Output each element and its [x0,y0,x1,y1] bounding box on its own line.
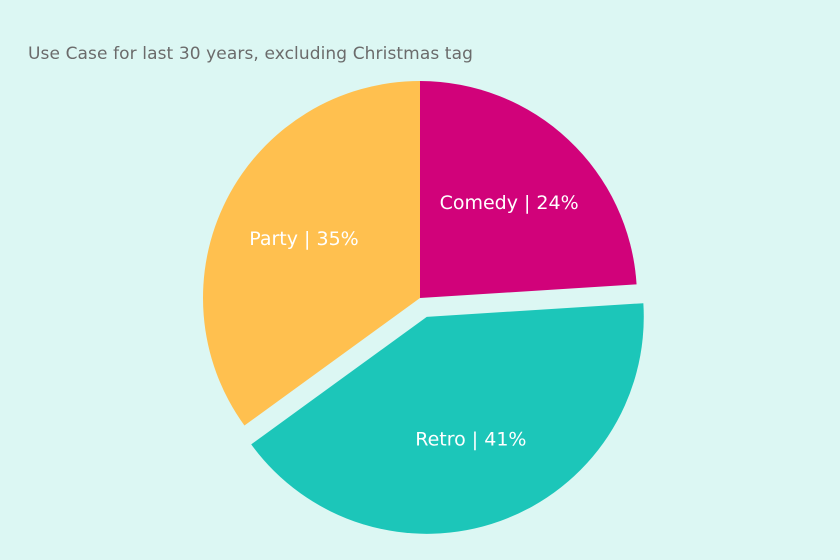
pie-slice-comedy [420,81,637,298]
pie-slice-party [203,81,420,426]
chart-title: Use Case for last 30 years, excluding Ch… [28,44,473,64]
slice-label-retro: Retro | 41% [415,428,526,450]
pie-slice-retro [251,303,644,534]
slice-label-party: Party | 35% [249,228,358,250]
slice-label-comedy: Comedy | 24% [440,192,579,214]
